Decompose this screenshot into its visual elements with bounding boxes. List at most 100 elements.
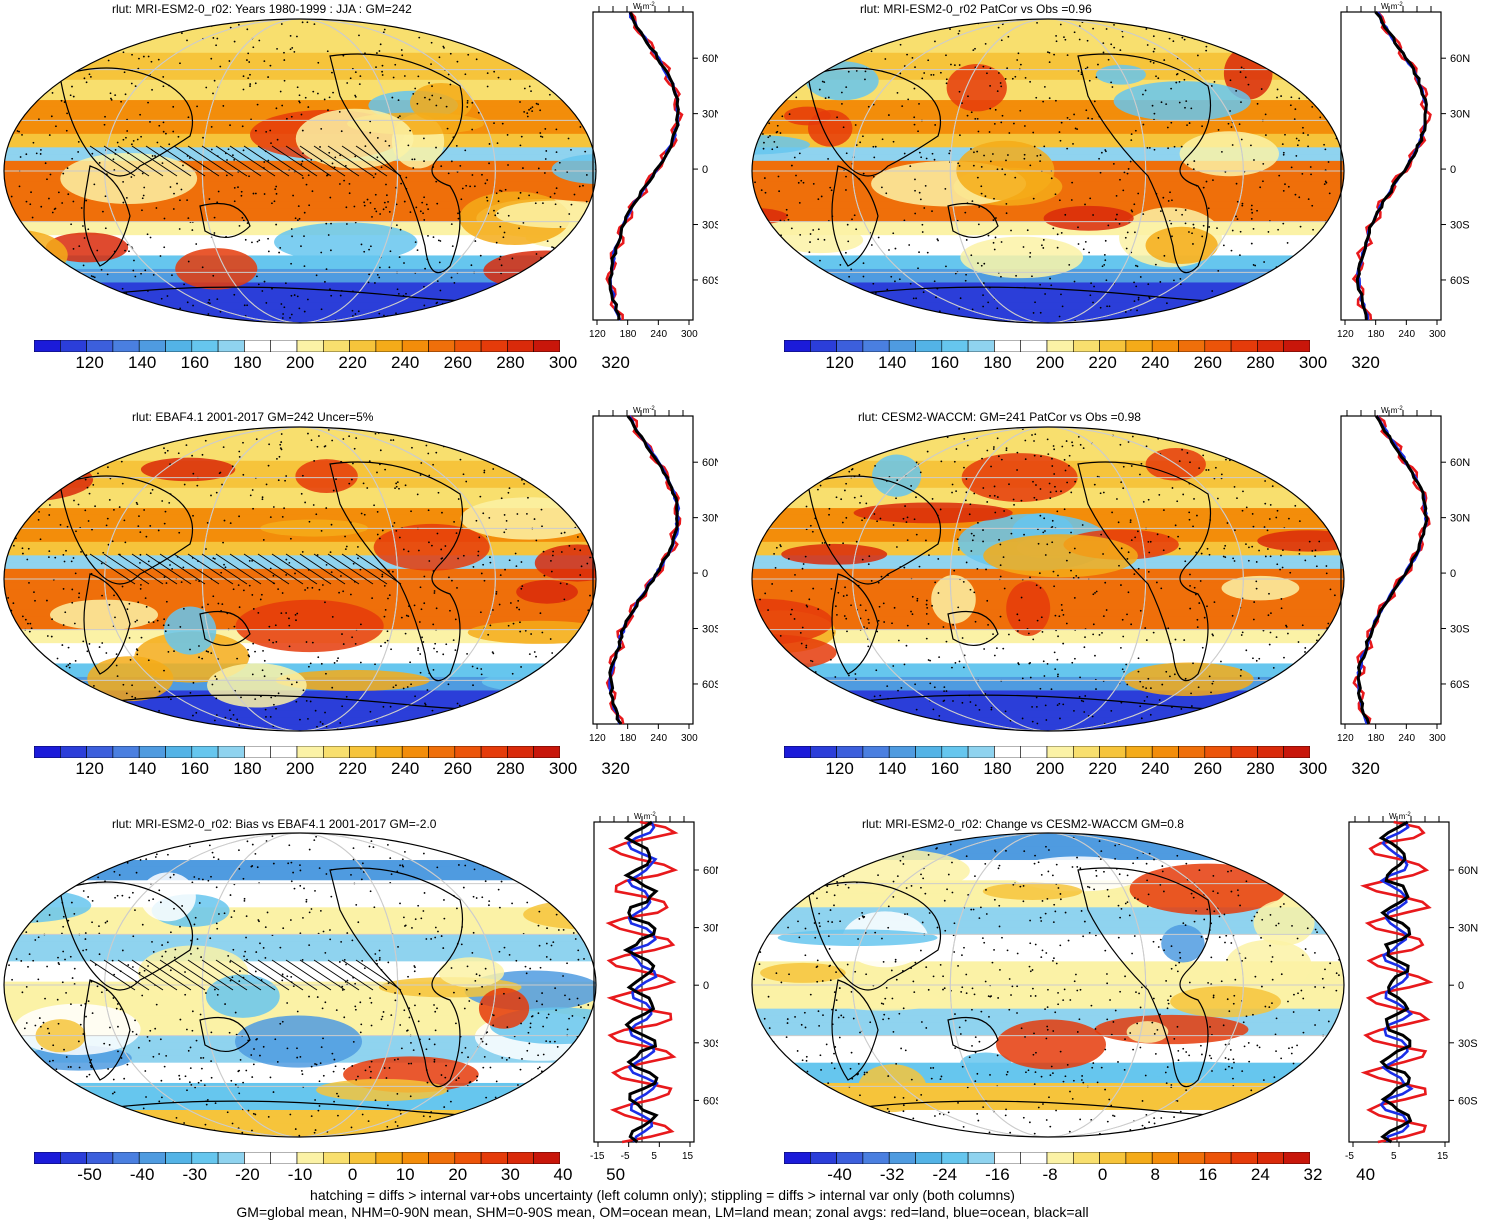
colorbar-segment (1178, 1152, 1206, 1164)
colorbar-segment (533, 1152, 560, 1164)
colorbar-tick-label: 180 (233, 759, 262, 778)
colorbar-tick-label: -8 (1042, 1165, 1058, 1184)
zonal-lat-label: 60S (703, 1095, 718, 1107)
colorbar-segment (375, 746, 403, 758)
map-field (752, 19, 1344, 323)
colorbar-segment (507, 340, 534, 352)
colorbar-segment (836, 1152, 864, 1164)
zonal-unit-label: W m-2 (1389, 812, 1411, 821)
colorbar-segment (112, 340, 140, 352)
zonal-unit-label: W m-2 (633, 406, 655, 415)
zonal-x-label: 180 (620, 733, 637, 744)
zonal-x-label: 300 (681, 329, 698, 340)
colorbar-segment (349, 1152, 377, 1164)
colorbar-segment (34, 746, 61, 758)
colorbar-segment (1020, 340, 1048, 352)
zonal-x-label: 240 (1398, 733, 1415, 744)
zonal-lat-label: 30N (703, 923, 718, 935)
colorbar-tick-label: 220 (1088, 353, 1117, 372)
zonal-unit-label: W m-2 (634, 812, 656, 821)
zonal-land-line (605, 820, 679, 1144)
colorbar-tick-label: 320 (1351, 353, 1380, 372)
zonal-lat-label: 60S (1450, 679, 1470, 691)
colorbar-labels: 120 140 160 180 200 220 240 260 280 300 320 (784, 759, 1379, 781)
colorbar-tick-label: 30 (500, 1165, 520, 1184)
colorbar-tick-label: 200 (285, 759, 315, 778)
zonal-unit-label: W m-2 (633, 2, 655, 11)
colorbar-segment (1046, 340, 1074, 352)
colorbar-segment (1151, 746, 1179, 758)
colorbar-tick-label: 280 (1246, 759, 1275, 778)
colorbar-labels: -50 -40 -30 -20 -10 0 10 20 30 40 50 (34, 1165, 625, 1187)
colorbar-segment (322, 1152, 350, 1164)
colorbar-segment (1178, 340, 1206, 352)
colorbar-tick-label: 260 (1193, 353, 1222, 372)
colorbar-segment (507, 1152, 534, 1164)
colorbar-segment (191, 1152, 219, 1164)
colorbar-segment (533, 340, 560, 352)
colorbar-segment (191, 340, 219, 352)
colorbar-tick-label: 320 (1351, 759, 1380, 778)
colorbar (34, 340, 560, 352)
colorbar (784, 746, 1310, 758)
colorbar-tick-label: 40 (553, 1165, 573, 1184)
colorbar-segment (1257, 340, 1284, 352)
colorbar-segment (1099, 746, 1127, 758)
zonal-x-label: 120 (589, 329, 606, 340)
panel-title: rlut: EBAF4.1 2001-2017 GM=242 Uncer=5% (132, 410, 374, 424)
colorbar-segment (967, 1152, 995, 1164)
zonal-lat-label: 0 (703, 980, 709, 992)
zonal-x-label: 240 (1398, 329, 1415, 340)
colorbar-tick-label: 260 (443, 353, 472, 372)
map-panel (3, 832, 597, 1138)
colorbar-tick-label: -24 (932, 1165, 958, 1184)
colorbar-segment (1204, 746, 1232, 758)
zonal-lat-label: 30S (1458, 1038, 1478, 1050)
colorbar-segment (480, 746, 508, 758)
zonal-all-line (622, 820, 659, 1144)
colorbar-segment (165, 746, 193, 758)
colorbar-tick-label: -40 (129, 1165, 155, 1184)
colorbar-segment (454, 1152, 482, 1164)
colorbar-tick-label: 140 (128, 759, 157, 778)
colorbar-tick-label: 300 (548, 759, 578, 778)
colorbar-segment (244, 340, 271, 352)
zonal-lat-label: 60N (1450, 457, 1470, 469)
zonal-all-line (1356, 415, 1429, 725)
zonal-x-label: 5 (1391, 1151, 1397, 1162)
colorbar-tick-label: 200 (1035, 353, 1065, 372)
zonal-lat-label: 60S (1450, 275, 1470, 287)
zonal-lat-label: 0 (1458, 980, 1464, 992)
panel-title: rlut: MRI-ESM2-0_r02: Bias vs EBAF4.1 20… (112, 817, 437, 831)
colorbar-segment (784, 340, 811, 352)
zonal-ocean-line (1356, 415, 1428, 725)
map-field (4, 833, 596, 1137)
zonal-lat-label: 60S (702, 679, 718, 691)
zonal-x-label: 120 (1337, 733, 1354, 744)
colorbar-segment (244, 746, 271, 758)
colorbar-segment (836, 746, 864, 758)
colorbar-segment (1125, 1152, 1153, 1164)
colorbar-tick-label: 220 (338, 759, 367, 778)
colorbar-segment (59, 746, 87, 758)
zonal-ocean-line (1379, 821, 1414, 1143)
colorbar-tick-label: 16 (1198, 1165, 1218, 1184)
zonal-x-label: 300 (681, 733, 698, 744)
colorbar-segment (1283, 340, 1310, 352)
colorbar-tick-label: 220 (338, 353, 367, 372)
colorbar-segment (1257, 746, 1284, 758)
colorbar-segment (270, 746, 298, 758)
colorbar-segment (1178, 746, 1206, 758)
colorbar-segment (401, 1152, 429, 1164)
colorbar-tick-label: 10 (395, 1165, 415, 1184)
panel-title: rlut: MRI-ESM2-0_r02 PatCor vs Obs =0.96 (860, 2, 1092, 16)
colorbar-segment (1020, 1152, 1048, 1164)
panel-title: rlut: MRI-ESM2-0_r02: Change vs CESM2-WA… (862, 817, 1184, 831)
footnote-line-2: GM=global mean, NHM=0-90N mean, SHM=0-90… (236, 1204, 1089, 1220)
map-field (4, 19, 596, 323)
colorbar-segment (217, 746, 245, 758)
colorbar-segment (967, 746, 995, 758)
colorbar-tick-label: 320 (601, 759, 630, 778)
colorbar-segment (1072, 340, 1100, 352)
colorbar-tick-label: 240 (1141, 353, 1170, 372)
